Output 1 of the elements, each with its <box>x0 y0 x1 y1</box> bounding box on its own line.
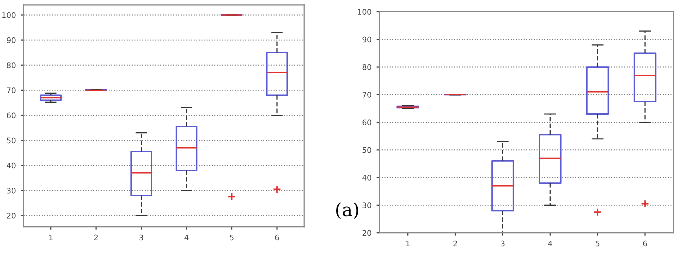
text: (a) <box>336 202 358 220</box>
